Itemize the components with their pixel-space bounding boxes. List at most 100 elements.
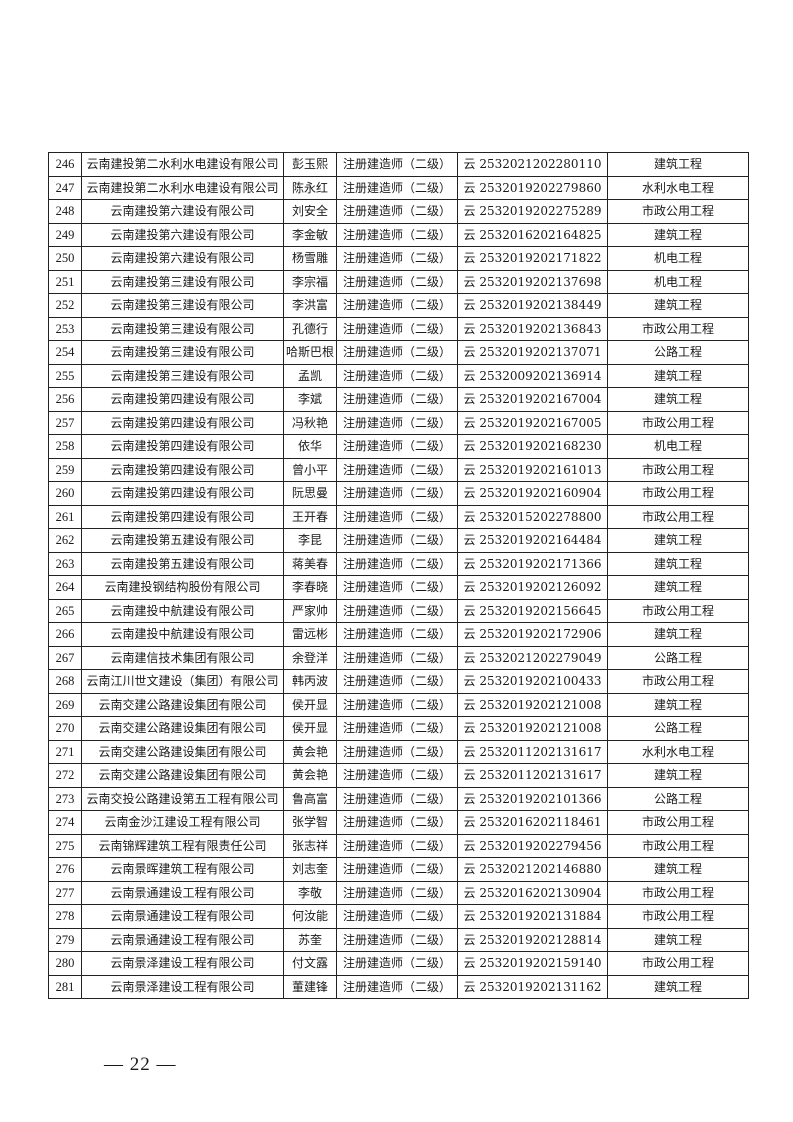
person-name: 严家帅	[283, 598, 337, 623]
specialty: 建筑工程	[607, 387, 749, 412]
row-number: 252	[48, 293, 82, 318]
qualification: 注册建造师（二级）	[336, 246, 458, 271]
row-number: 267	[48, 645, 82, 670]
qualification: 注册建造师（二级）	[336, 387, 458, 412]
table-row: 274 云南金沙江建设工程有限公司 张学智 注册建造师（二级）云 2532016202…	[48, 810, 749, 835]
row-number: 250	[48, 246, 82, 271]
qualification: 注册建造师（二级）	[336, 340, 458, 365]
table-row: 259 云南建投第四建设有限公司 曾小平 注册建造师（二级）云 25320192021…	[48, 457, 749, 482]
qualification: 注册建造师（二级）	[336, 622, 458, 647]
company-name: 云南建投第六建设有限公司	[81, 222, 284, 247]
table-row: 248 云南建投第六建设有限公司 刘安全 注册建造师（二级）云 25320192022…	[48, 199, 749, 224]
row-number: 271	[48, 739, 82, 764]
table-row: 273 云南交投公路建设第五工程有限公司 鲁高富 注册建造师（二级）云 2532019…	[48, 786, 749, 811]
qualification: 注册建造师（二级）	[336, 316, 458, 341]
certificate-number: 云 2532019202167004	[457, 387, 608, 412]
person-name: 侯开显	[283, 692, 337, 717]
table-row: 281 云南景泽建设工程有限公司 董建锋 注册建造师（二级）云 25320192021…	[48, 974, 749, 999]
specialty: 机电工程	[607, 246, 749, 271]
person-name: 王开春	[283, 504, 337, 529]
company-name: 云南建投第五建设有限公司	[81, 551, 284, 576]
table-row: 251 云南建投第三建设有限公司 李宗福 注册建造师（二级）云 25320192021…	[48, 269, 749, 294]
specialty: 建筑工程	[607, 622, 749, 647]
certificate-number: 云 2532019202121008	[457, 692, 608, 717]
qualification: 注册建造师（二级）	[336, 880, 458, 905]
person-name: 冯秋艳	[283, 410, 337, 435]
company-name: 云南交投公路建设第五工程有限公司	[81, 786, 284, 811]
row-number: 273	[48, 786, 82, 811]
specialty: 建筑工程	[607, 692, 749, 717]
row-number: 258	[48, 434, 82, 459]
certificate-number: 云 2532019202279860	[457, 175, 608, 200]
specialty: 水利水电工程	[607, 739, 749, 764]
person-name: 李斌	[283, 387, 337, 412]
qualification: 注册建造师（二级）	[336, 481, 458, 506]
qualification: 注册建造师（二级）	[336, 833, 458, 858]
table-row: 267 云南建信技术集团有限公司 余登洋 注册建造师（二级）云 25320212022…	[48, 645, 749, 670]
company-name: 云南景通建设工程有限公司	[81, 904, 284, 929]
row-number: 278	[48, 904, 82, 929]
company-name: 云南建投中航建设有限公司	[81, 598, 284, 623]
person-name: 孟凯	[283, 363, 337, 388]
table-row: 278 云南景通建设工程有限公司 何汝能 注册建造师（二级）云 25320192021…	[48, 904, 749, 929]
row-number: 279	[48, 927, 82, 952]
person-name: 依华	[283, 434, 337, 459]
certificate-number: 云 2532021202279049	[457, 645, 608, 670]
certificate-number: 云 2532015202278800	[457, 504, 608, 529]
certificate-number: 云 2532019202137698	[457, 269, 608, 294]
row-number: 270	[48, 716, 82, 741]
table-row: 255 云南建投第三建设有限公司 孟凯 注册建造师（二级）云 253200920213…	[48, 363, 749, 388]
row-number: 257	[48, 410, 82, 435]
qualification: 注册建造师（二级）	[336, 669, 458, 694]
person-name: 苏奎	[283, 927, 337, 952]
table-row: 280 云南景泽建设工程有限公司 付文露 注册建造师（二级）云 25320192021…	[48, 951, 749, 976]
company-name: 云南景通建设工程有限公司	[81, 880, 284, 905]
table-row: 268 云南江川世文建设（集团）有限公司 韩丙波 注册建造师（二级）云 2532019…	[48, 669, 749, 694]
table-row: 253 云南建投第三建设有限公司 孔德行 注册建造师（二级）云 25320192021…	[48, 316, 749, 341]
qualification: 注册建造师（二级）	[336, 692, 458, 717]
company-name: 云南建投第三建设有限公司	[81, 269, 284, 294]
company-name: 云南建投第四建设有限公司	[81, 504, 284, 529]
specialty: 市政公用工程	[607, 904, 749, 929]
table-row: 262 云南建投第五建设有限公司 李昆 注册建造师（二级）云 253201920216…	[48, 528, 749, 553]
person-name: 雷远彬	[283, 622, 337, 647]
certificate-number: 云 2532019202159140	[457, 951, 608, 976]
company-name: 云南建投第三建设有限公司	[81, 363, 284, 388]
qualification: 注册建造师（二级）	[336, 410, 458, 435]
person-name: 黄会艳	[283, 763, 337, 788]
specialty: 市政公用工程	[607, 316, 749, 341]
specialty: 公路工程	[607, 786, 749, 811]
specialty: 机电工程	[607, 269, 749, 294]
certificate-number: 云 2532016202130904	[457, 880, 608, 905]
qualification: 注册建造师（二级）	[336, 504, 458, 529]
certificate-number: 云 2532019202136843	[457, 316, 608, 341]
company-name: 云南建投第三建设有限公司	[81, 293, 284, 318]
person-name: 李敬	[283, 880, 337, 905]
person-name: 杨雪雕	[283, 246, 337, 271]
certificate-number: 云 2532019202101366	[457, 786, 608, 811]
row-number: 248	[48, 199, 82, 224]
person-name: 陈永红	[283, 175, 337, 200]
company-name: 云南建投中航建设有限公司	[81, 622, 284, 647]
person-name: 彭玉熙	[283, 152, 337, 177]
person-name: 孔德行	[283, 316, 337, 341]
qualification: 注册建造师（二级）	[336, 927, 458, 952]
row-number: 261	[48, 504, 82, 529]
specialty: 建筑工程	[607, 293, 749, 318]
person-name: 曾小平	[283, 457, 337, 482]
company-name: 云南建投第四建设有限公司	[81, 387, 284, 412]
table-row: 264 云南建投钢结构股份有限公司 李春晓 注册建造师（二级）云 2532019202…	[48, 575, 749, 600]
table-row: 246 云南建投第二水利水电建设有限公司 彭玉熙 注册建造师（二级）云 2532021…	[48, 152, 749, 177]
qualification: 注册建造师（二级）	[336, 716, 458, 741]
specialty: 市政公用工程	[607, 457, 749, 482]
table-row: 256 云南建投第四建设有限公司 李斌 注册建造师（二级）云 253201920216…	[48, 387, 749, 412]
certificate-number: 云 2532019202131162	[457, 974, 608, 999]
row-number: 253	[48, 316, 82, 341]
company-name: 云南景泽建设工程有限公司	[81, 951, 284, 976]
table-row: 252 云南建投第三建设有限公司 李洪富 注册建造师（二级）云 25320192021…	[48, 293, 749, 318]
specialty: 建筑工程	[607, 857, 749, 882]
row-number: 276	[48, 857, 82, 882]
row-number: 264	[48, 575, 82, 600]
specialty: 公路工程	[607, 716, 749, 741]
certificate-number: 云 2532021202280110	[457, 152, 608, 177]
